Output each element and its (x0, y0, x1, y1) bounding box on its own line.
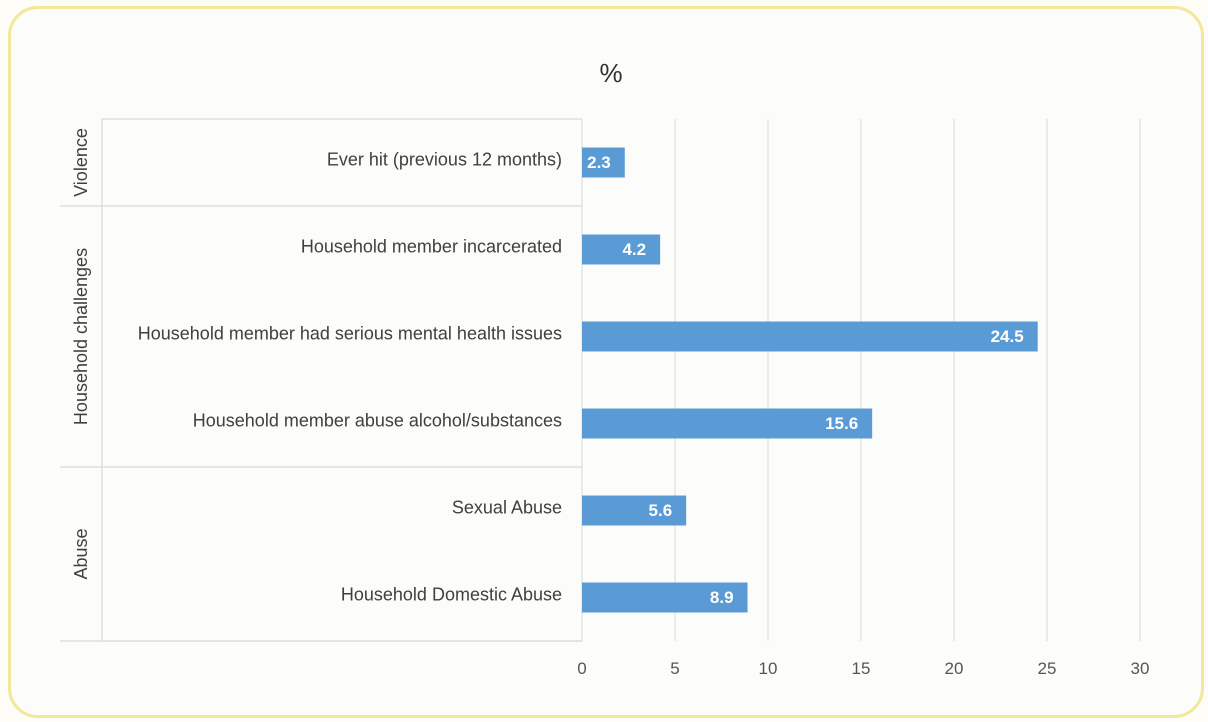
category-label: Sexual Abuse (452, 497, 562, 517)
bar (582, 408, 873, 439)
bar (582, 582, 748, 613)
data-label: 2.3 (587, 153, 611, 172)
group-label: Abuse (71, 528, 91, 579)
data-label: 8.9 (710, 588, 734, 607)
x-tick-label: 5 (670, 659, 679, 678)
data-label: 5.6 (649, 501, 673, 520)
x-axis-ticks: 0 5 10 15 20 25 30 (577, 659, 1149, 678)
x-tick-label: 15 (852, 659, 871, 678)
group-labels: Violence Household challenges Abuse (71, 128, 91, 579)
gridlines (581, 119, 1141, 641)
group-label: Household challenges (71, 248, 91, 425)
data-label: 4.2 (622, 240, 646, 259)
bar (582, 321, 1038, 352)
x-tick-label: 25 (1038, 659, 1057, 678)
group-separators (60, 118, 582, 642)
x-tick-label: 20 (945, 659, 964, 678)
data-label: 24.5 (991, 327, 1024, 346)
chart-title: % (599, 58, 622, 88)
data-label: 15.6 (825, 414, 858, 433)
category-label: Ever hit (previous 12 months) (327, 149, 562, 169)
bar (582, 495, 687, 526)
data-labels: 2.3 4.2 24.5 15.6 5.6 8.9 (587, 153, 1024, 607)
bars (582, 147, 1038, 613)
category-label: Household member had serious mental heal… (138, 323, 562, 343)
x-tick-label: 30 (1131, 659, 1150, 678)
bar (582, 234, 661, 265)
x-tick-label: 10 (759, 659, 778, 678)
bar (582, 147, 625, 178)
category-label: Household Domestic Abuse (341, 584, 562, 604)
category-label: Household member abuse alcohol/substance… (193, 410, 562, 430)
x-tick-label: 0 (577, 659, 586, 678)
category-label: Household member incarcerated (301, 236, 562, 256)
category-labels: Ever hit (previous 12 months) Household m… (138, 149, 562, 604)
group-label: Violence (71, 128, 91, 197)
